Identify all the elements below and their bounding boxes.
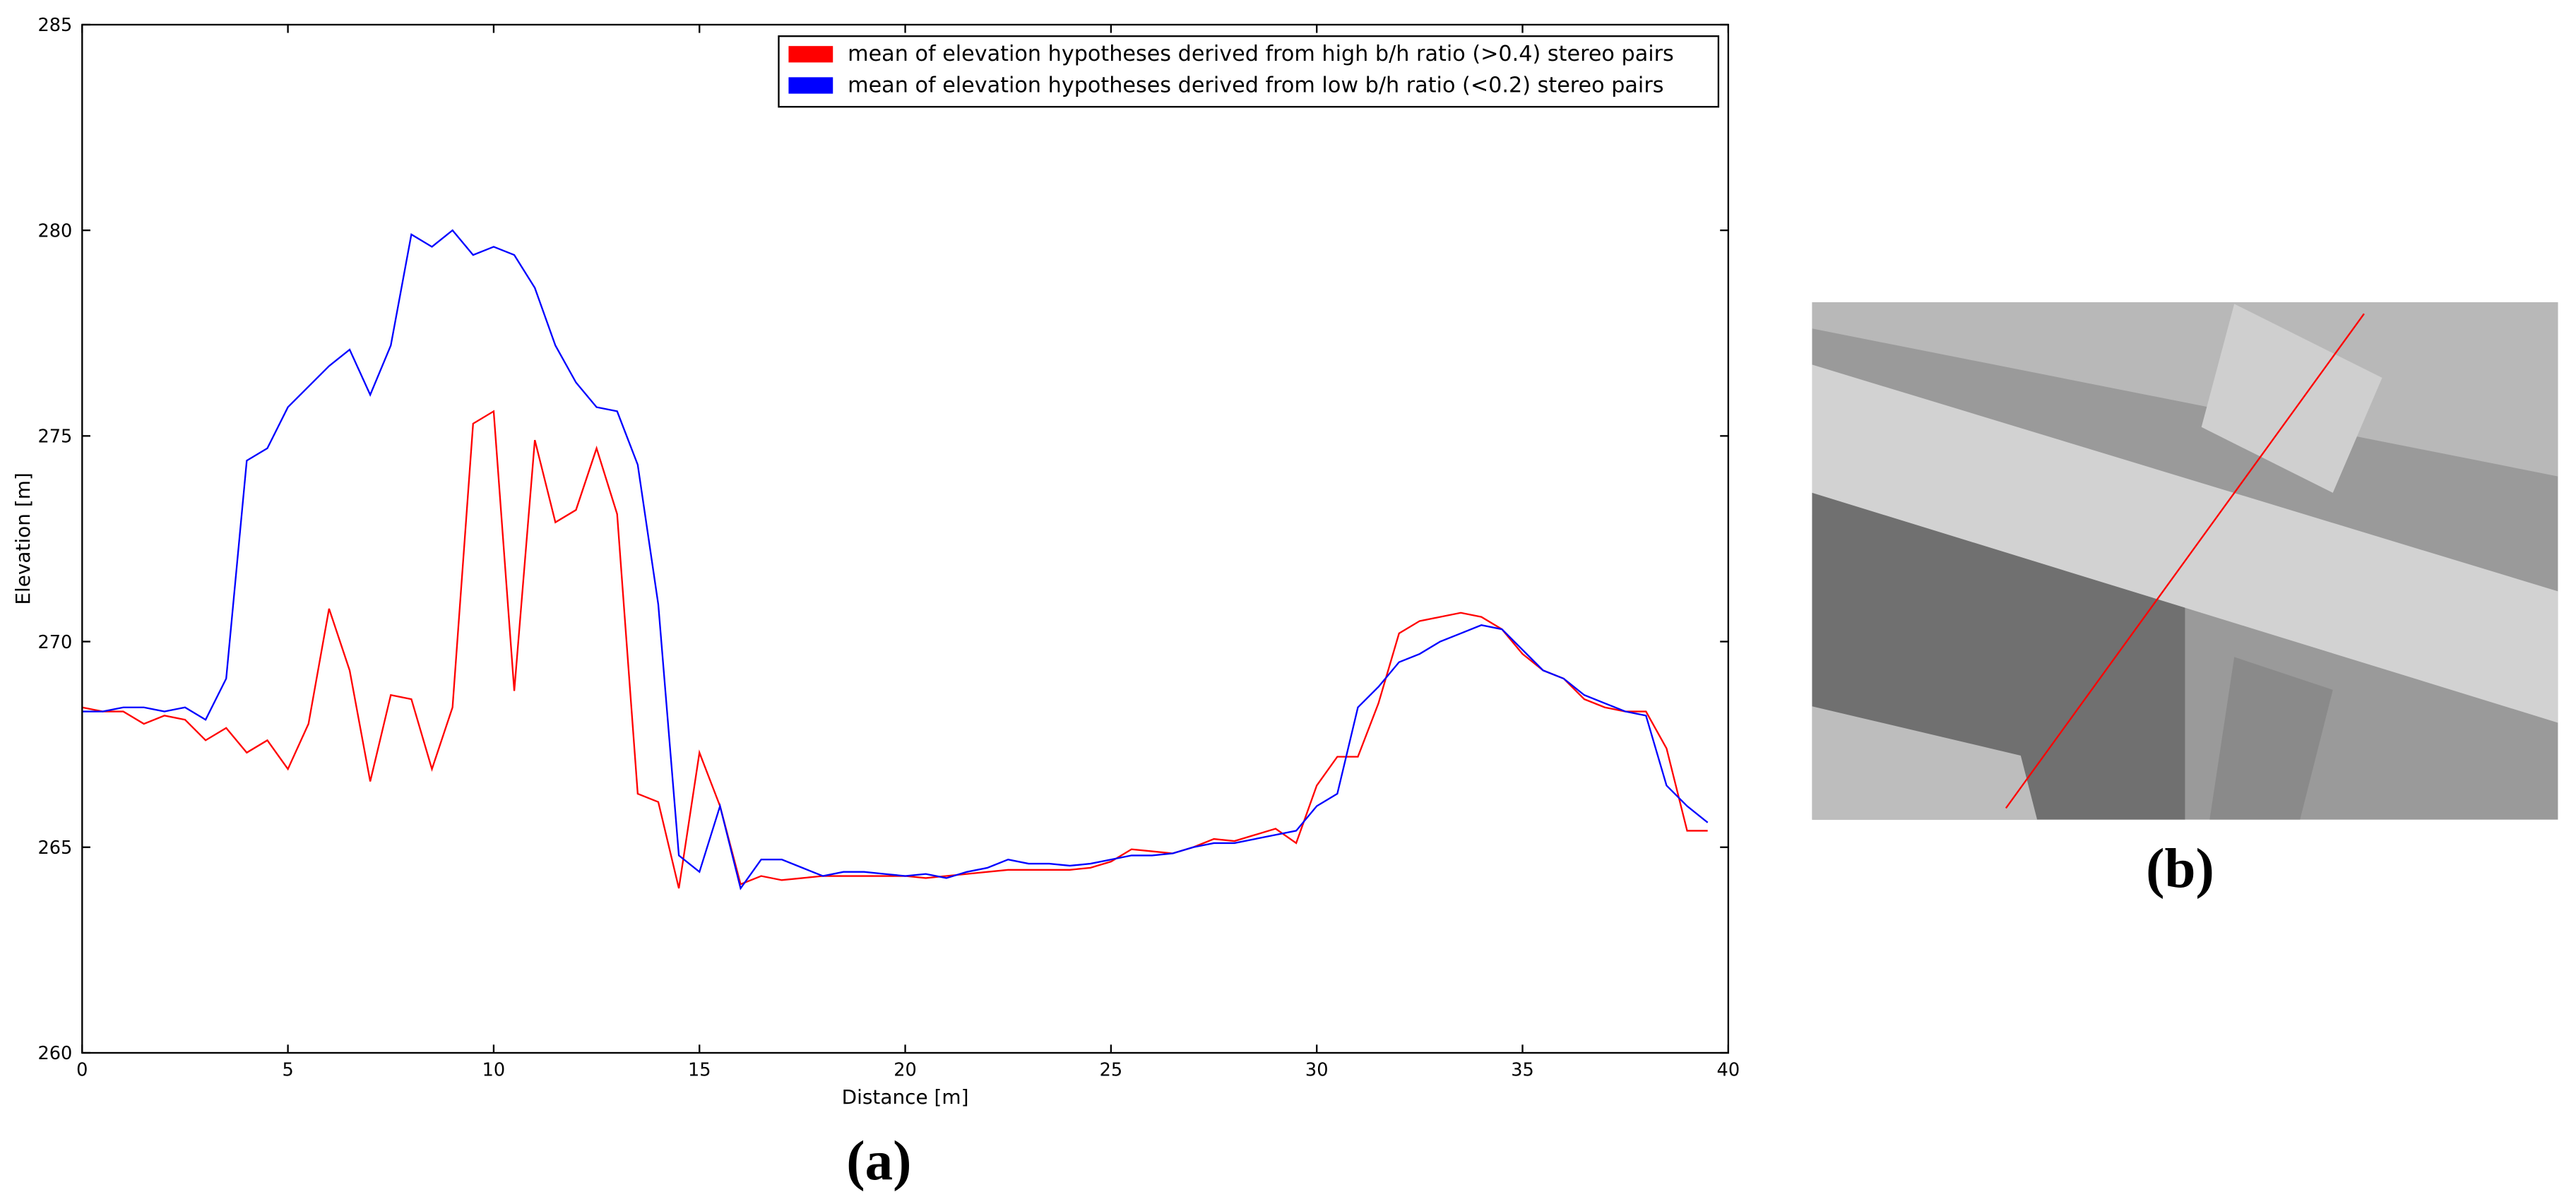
x-tick-label: 40 [1717,1060,1740,1081]
image-roof [2209,657,2333,820]
legend-frame [778,35,1720,108]
x-axis-label: Distance [m] [842,1085,969,1109]
image-caption: (b) [2146,838,2214,900]
legend-label: mean of elevation hypotheses derived fro… [848,42,1674,66]
image-roof [2201,304,2382,493]
image-roofs [1812,302,2558,477]
legend: mean of elevation hypotheses derived fro… [778,35,1720,108]
x-tick-label: 5 [282,1060,293,1081]
y-axis-label: Elevation [m] [11,472,35,604]
x-tick-label: 15 [688,1060,711,1081]
data-line [82,410,1708,889]
x-tick-label: 0 [76,1060,88,1081]
legend-label: mean of elevation hypotheses derived fro… [848,73,1663,97]
y-tick-label: 260 [38,1043,73,1064]
x-tick-label: 25 [1100,1060,1123,1081]
x-tick-label: 30 [1305,1060,1329,1081]
image-road [1812,364,2558,723]
x-tick-label: 35 [1511,1060,1534,1081]
image-roof [1812,706,2038,820]
aerial-image [1812,302,2558,820]
y-tick-label: 285 [38,15,73,36]
x-tick-label: 20 [894,1060,917,1081]
legend-swatch [788,46,833,63]
legend-swatch [788,77,833,94]
y-tick-label: 265 [38,838,73,859]
y-tick-label: 275 [38,427,73,448]
data-line [82,229,1709,890]
caption: (a) [846,1131,911,1192]
x-tick-label: 10 [482,1060,506,1081]
profile-line [2005,313,2365,809]
y-tick-label: 270 [38,632,73,653]
y-tick-label: 280 [38,220,73,242]
